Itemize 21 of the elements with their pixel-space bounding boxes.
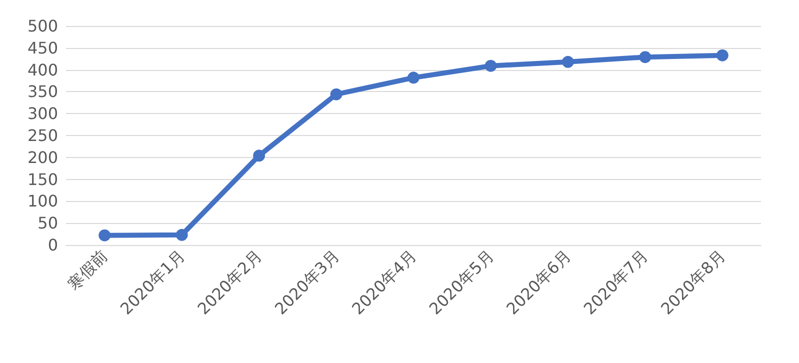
y-tick-label: 200 [27,148,58,167]
point [639,51,652,64]
y-tick-label: 450 [27,38,58,58]
y-tick-label: 500 [27,16,58,36]
x-tick-label: 寒假前 [64,246,112,294]
y-tick-label: 150 [27,170,58,189]
point [253,150,266,162]
point [408,72,420,84]
y-tick-label: 250 [27,126,58,145]
point [176,228,188,241]
y-tick-label: 50 [38,214,58,233]
point [562,56,574,68]
y-tick-label: 400 [27,60,58,80]
point [330,88,342,100]
point [716,49,728,62]
point [484,60,497,72]
point [98,229,111,242]
y-tick-label: 100 [27,192,58,211]
y-tick-label: 0 [48,236,58,254]
y-tick-label: 350 [27,82,58,102]
y-tick-label: 300 [27,104,58,124]
